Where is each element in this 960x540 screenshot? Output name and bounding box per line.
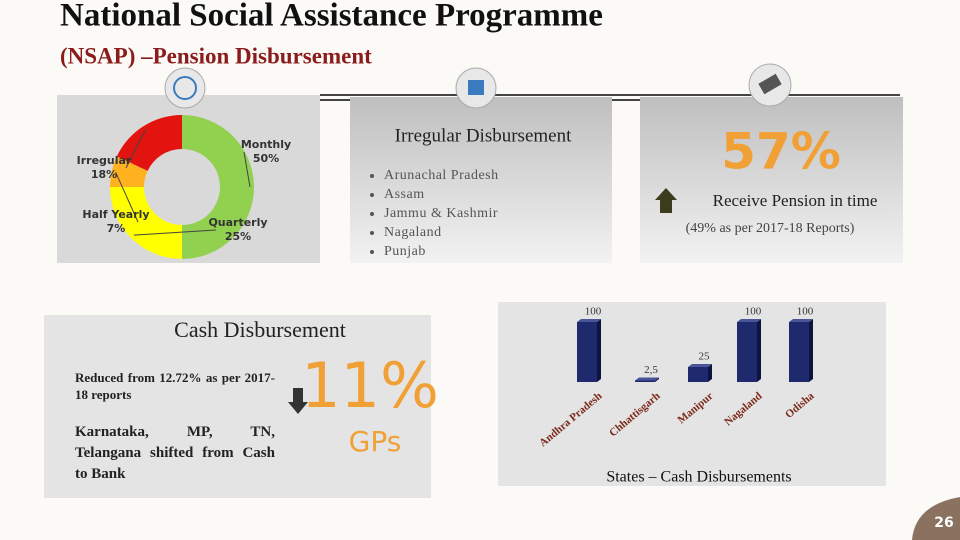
donut-label: Irregular 18% [77,154,132,181]
irregular-list: Arunachal PradeshAssamJammu & KashmirNag… [368,166,499,261]
pension-figure: 57% [721,123,841,181]
donut-label-value: 50% [253,152,279,165]
bar-top [688,364,712,367]
bar-top [635,377,659,381]
state-item: Punjab [384,242,499,261]
bar-top [577,319,601,322]
bar-side [597,319,601,382]
donut-slice [116,115,182,171]
bar-value-label: 25 [699,351,711,363]
donut-slice [110,156,148,187]
pension-caption: Receive Pension in time [713,191,878,210]
bar-side [708,364,712,382]
bar-value-label: 100 [745,306,762,318]
bar-panel [498,302,886,486]
calendar-icon [468,80,484,95]
state-item: Arunachal Pradesh [384,166,499,185]
bar-side [757,319,761,382]
irregular-heading: Irregular Disbursement [395,125,572,146]
clock-icon [164,67,206,109]
donut-label-name: Half Yearly [82,208,149,221]
donut-label-name: Monthly [241,138,291,151]
bar-value-label: 100 [797,306,814,318]
bar-value-label: 2,5 [644,364,658,376]
bar [688,367,708,382]
cash-figure: 11% [301,349,439,422]
state-item: Nagaland [384,223,499,242]
cash-panel [44,315,431,498]
donut-slice [182,115,254,259]
bar-value-label: 100 [585,306,602,318]
state-item: Jammu & Kashmir [384,204,499,223]
donut-label: Quarterly 25% [208,216,267,243]
bar [737,322,757,382]
donut-label-name: Quarterly [208,216,267,229]
donut-label: Monthly 50% [241,138,291,165]
title: National Social Assistance Programme [60,0,603,34]
down-arrow [288,388,308,414]
pension-note: (49% as per 2017-18 Reports) [686,221,855,236]
donut-label-name: Irregular [77,154,132,167]
up-arrow [655,188,677,213]
leader-line [125,129,147,169]
cash-shifted: Karnataka, MP, TN, Telangana shifted fro… [75,424,275,482]
cash-reduced: Reduced from 12.72% as per 2017-18 repor… [75,370,275,402]
donut-label-value: 7% [107,222,126,235]
page-number: 26 [934,515,953,531]
money-icon [758,73,782,95]
leader-line [133,229,217,236]
donut-label-value: 25% [225,230,251,243]
bar-side [809,319,813,382]
leader-line [115,171,139,223]
cash-heading: Cash Disbursement [174,317,346,342]
bar-chart-title: States – Cash Disbursements [606,469,791,486]
pension-panel [640,97,903,263]
bar-side [655,377,659,382]
donut-label-value: 18% [91,168,117,181]
clock-icon [173,76,197,100]
bar [635,380,655,382]
subtitle: (NSAP) –Pension Disbursement [60,43,372,68]
bar [789,322,809,382]
cash-unit: GPs [349,425,402,458]
donut-slice [110,187,182,259]
bar-top [737,319,761,322]
donut-label: Half Yearly 7% [82,208,149,235]
bar-top [789,319,813,322]
leader-line [243,151,251,188]
irregular-panel [350,97,612,263]
page-number-badge [912,497,960,540]
bar [577,322,597,382]
state-item: Assam [384,185,499,204]
